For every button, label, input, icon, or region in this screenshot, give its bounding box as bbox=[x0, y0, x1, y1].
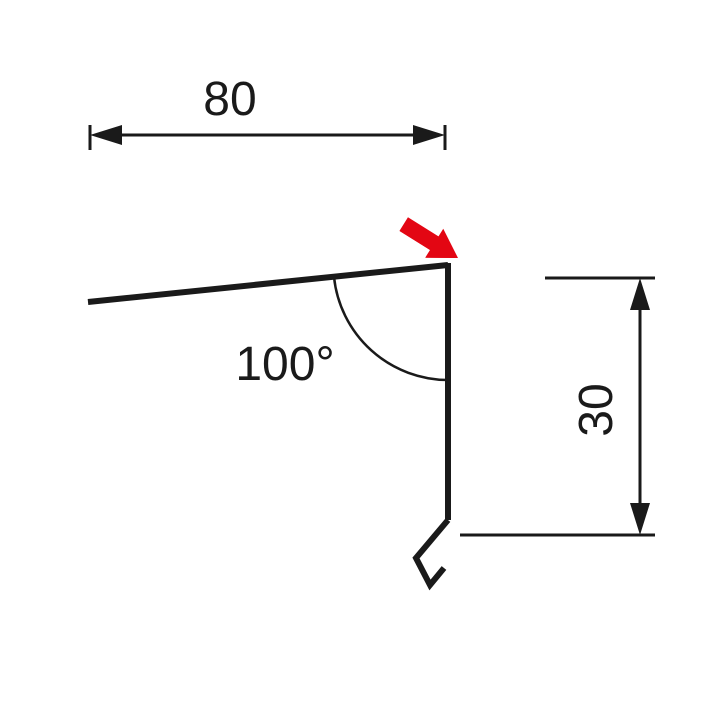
profile-diagram: 80 30 100° bbox=[0, 0, 725, 725]
dimension-angle-value: 100° bbox=[235, 338, 334, 391]
dimension-vertical: 30 bbox=[460, 278, 655, 535]
dimension-horizontal: 80 bbox=[90, 73, 445, 150]
dimension-horizontal-value: 80 bbox=[203, 73, 256, 126]
dimension-vertical-value: 30 bbox=[570, 383, 623, 436]
profile-shape bbox=[88, 263, 448, 585]
dimension-angle: 100° bbox=[235, 277, 448, 391]
